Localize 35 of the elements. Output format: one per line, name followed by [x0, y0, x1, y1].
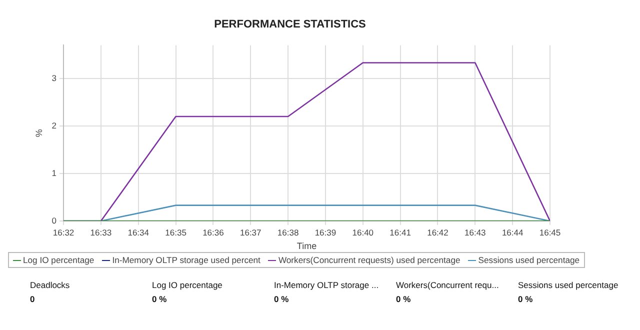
x-tick-label: 16:40 [352, 227, 374, 238]
x-tick-label: 16:35 [165, 227, 187, 238]
y-axis-title: % [34, 129, 44, 138]
x-tick-label: 16:32 [52, 227, 74, 238]
x-tick-label: 16:38 [277, 227, 299, 238]
y-tick-label: 3 [52, 72, 57, 83]
legend-label: In-Memory OLTP storage used percent [111, 255, 260, 265]
y-tick-label: 1 [52, 168, 57, 178]
text: 0 % [396, 294, 412, 304]
text: 0 % [152, 294, 168, 304]
x-tick-label: 16:34 [128, 227, 150, 238]
x-tick-label: 16:37 [240, 227, 262, 238]
x-tick-label: 16:36 [202, 227, 224, 238]
legend-label: Sessions used percentage [477, 255, 580, 265]
text: Workers(Concurrent requ... [396, 280, 500, 290]
text: 0 % [274, 294, 290, 304]
y-tick-label: 2 [52, 120, 57, 130]
text: Deadlocks [30, 280, 71, 290]
text: 0 [30, 294, 36, 304]
x-tick-label: 16:44 [502, 227, 524, 238]
legend-label: Workers(Concurrent requests) used percentage [277, 255, 460, 265]
x-axis-title: Time [296, 241, 317, 252]
x-tick-label: 16:43 [464, 227, 486, 238]
legend-label: Log IO percentage [22, 255, 94, 265]
y-tick-label: 0 [52, 215, 57, 226]
text: 0 % [518, 294, 534, 304]
x-tick-label: 16:41 [390, 227, 412, 238]
x-tick-label: 16:42 [427, 227, 449, 238]
x-tick-label: 16:45 [539, 227, 561, 238]
x-tick-label: 16:39 [314, 227, 336, 238]
text: Sessions used percentage [518, 280, 620, 290]
text: In-Memory OLTP storage ... [274, 280, 380, 290]
x-tick-label: 16:33 [90, 227, 112, 238]
chart-title: PERFORMANCE STATISTICS [214, 18, 366, 31]
text: Log IO percentage [152, 280, 224, 290]
